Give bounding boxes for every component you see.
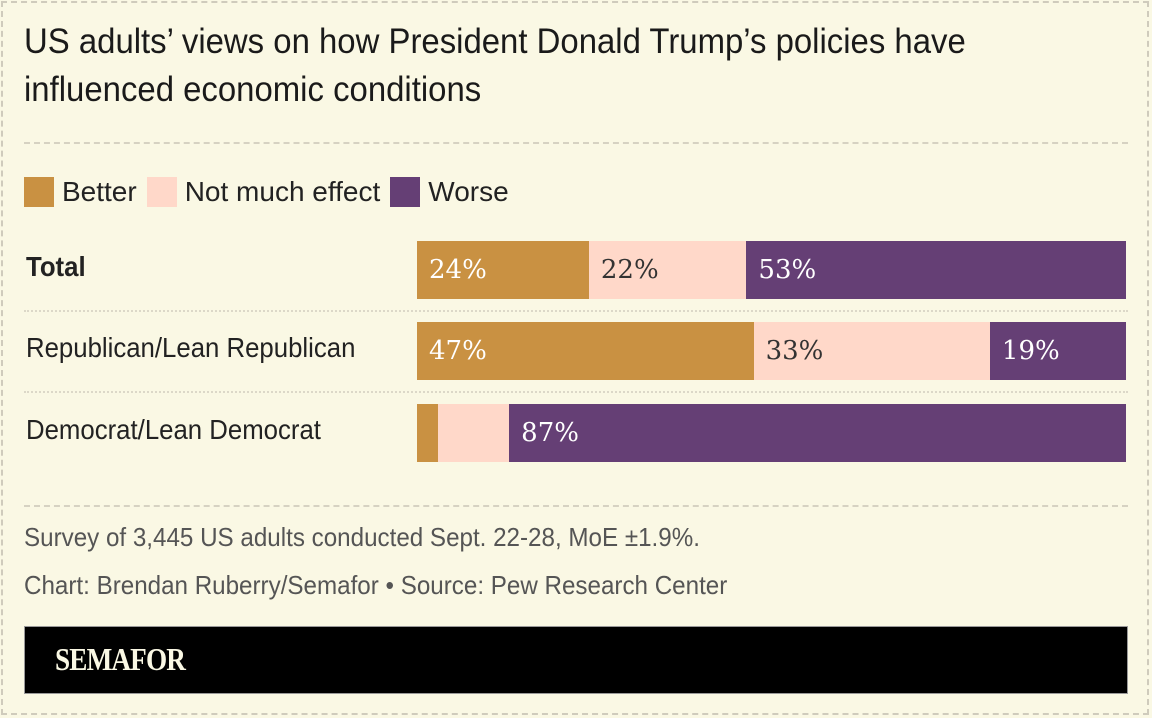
legend-swatch-not-much-effect [146,177,177,207]
data-label: 33% [765,336,824,366]
category-label-total: Total [26,251,86,282]
bar-segment-worse: 87% [509,404,1126,462]
bar-segment-worse: 53% [746,241,1126,299]
bar-segment-better: 47% [417,322,754,380]
category-label-republican-lean-republican: Republican/Lean Republican [26,332,356,363]
bar-segment-not-much-effect [438,404,510,462]
data-label: 19% [1001,336,1060,366]
bar-segment-better: 24% [417,241,589,299]
data-label: 53% [758,255,817,285]
legend: Better Not much effect Worse [24,176,519,208]
data-label: 24% [429,255,487,285]
legend-item-not-much-effect: Not much effect [146,176,381,208]
legend-item-worse: Worse [390,176,509,208]
bar-segment-better [417,404,439,462]
survey-note: Survey of 3,445 US adults conducted Sept… [24,522,700,552]
legend-label-not-much-effect: Not much effect [184,176,381,207]
divider [24,505,1128,507]
row-separator [24,310,1128,312]
legend-swatch-worse [390,177,421,207]
footer-bar: SEMAFOR [24,626,1128,694]
source-credit: Chart: Brendan Ruberry/Semafor • Source:… [24,570,728,600]
category-label-democrat-lean-democrat: Democrat/Lean Democrat [26,414,321,445]
bar-segment-not-much-effect: 22% [588,241,747,299]
divider [24,142,1128,144]
legend-item-better: Better [24,176,137,208]
legend-label-better: Better [62,176,137,207]
row-separator [24,391,1128,393]
bar-segment-not-much-effect: 33% [753,322,990,380]
legend-swatch-better [24,177,54,207]
legend-label-worse: Worse [428,176,509,207]
chart-title: US adults’ views on how President Donald… [24,22,966,109]
data-label: 47% [429,336,487,366]
bar-segment-worse: 19% [989,322,1126,380]
data-label: 87% [521,418,579,448]
data-label: 22% [600,255,659,285]
semafor-logo: SEMAFOR [55,641,186,677]
